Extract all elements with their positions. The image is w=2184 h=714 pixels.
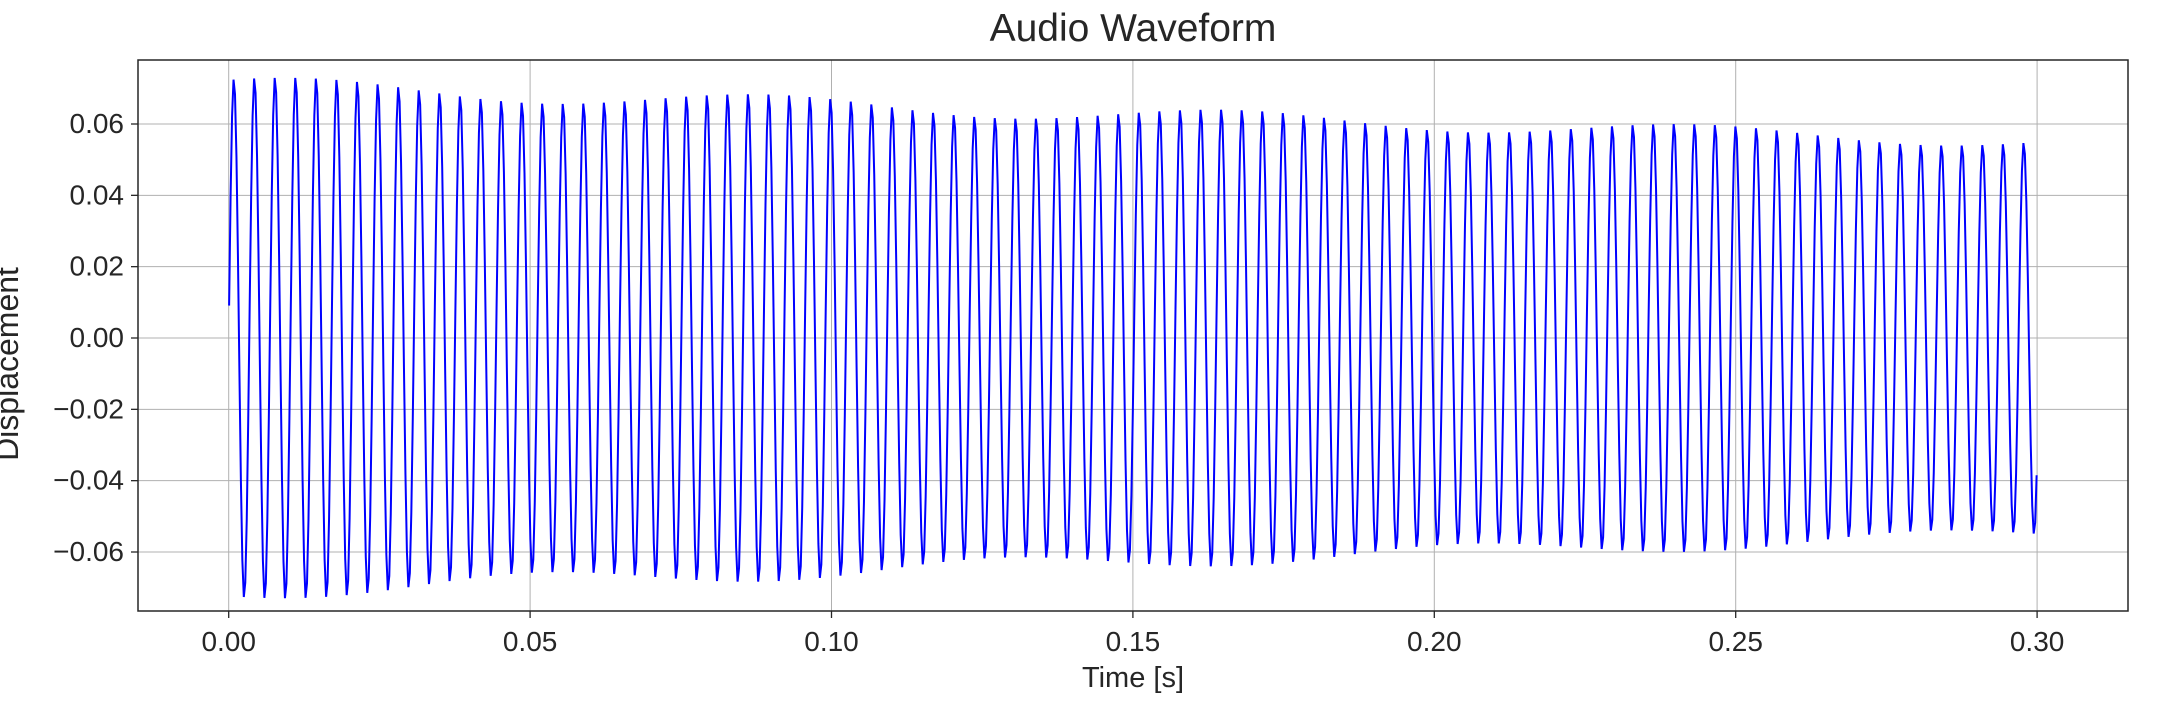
svg-text:−0.02: −0.02 bbox=[53, 393, 124, 424]
svg-text:0.30: 0.30 bbox=[2010, 626, 2065, 657]
svg-text:−0.04: −0.04 bbox=[53, 465, 124, 496]
svg-text:0.05: 0.05 bbox=[503, 626, 558, 657]
svg-text:0.25: 0.25 bbox=[1708, 626, 1763, 657]
svg-text:0.20: 0.20 bbox=[1407, 626, 1462, 657]
svg-text:Time [s]: Time [s] bbox=[1082, 662, 1184, 694]
svg-text:0.15: 0.15 bbox=[1106, 626, 1161, 657]
svg-text:0.04: 0.04 bbox=[70, 179, 125, 210]
svg-text:0.00: 0.00 bbox=[201, 626, 256, 657]
svg-text:0.06: 0.06 bbox=[70, 108, 125, 139]
svg-text:0.02: 0.02 bbox=[70, 251, 125, 282]
svg-text:−0.06: −0.06 bbox=[53, 536, 124, 567]
svg-text:Displacement: Displacement bbox=[0, 267, 25, 461]
svg-text:Audio Waveform: Audio Waveform bbox=[990, 7, 1277, 50]
svg-text:0.10: 0.10 bbox=[804, 626, 859, 657]
svg-text:0.00: 0.00 bbox=[70, 322, 125, 353]
